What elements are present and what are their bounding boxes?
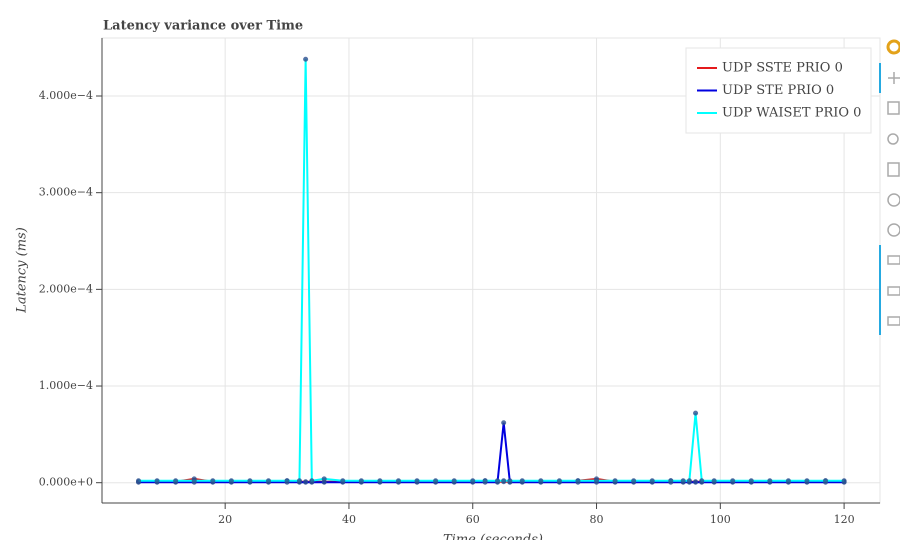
data-point bbox=[154, 478, 160, 484]
data-point bbox=[767, 478, 773, 484]
hover-tool[interactable] bbox=[887, 286, 900, 296]
data-point bbox=[693, 479, 699, 485]
x-tick-label: 80 bbox=[590, 513, 604, 526]
data-point bbox=[519, 478, 525, 484]
data-point bbox=[507, 478, 513, 484]
data-point bbox=[470, 478, 476, 484]
data-point bbox=[501, 420, 507, 426]
data-point bbox=[711, 478, 717, 484]
series-line bbox=[138, 59, 845, 482]
data-point bbox=[482, 478, 488, 484]
x-tick-label: 120 bbox=[834, 513, 855, 526]
chart-title: Latency variance over Time bbox=[103, 19, 303, 34]
data-point bbox=[395, 478, 401, 484]
data-point bbox=[556, 478, 562, 484]
pan-tool[interactable] bbox=[888, 72, 900, 84]
data-point bbox=[748, 478, 754, 484]
x-tick-label: 60 bbox=[466, 513, 480, 526]
data-point bbox=[841, 478, 847, 484]
data-point bbox=[303, 479, 309, 485]
wheel-zoom-tool[interactable] bbox=[887, 133, 899, 145]
data-point bbox=[699, 478, 705, 484]
y-tick-label: 4.000e−4 bbox=[39, 89, 93, 102]
data-point bbox=[265, 478, 271, 484]
box-zoom-tool[interactable] bbox=[887, 101, 900, 115]
toolbar bbox=[879, 39, 900, 335]
data-point bbox=[358, 478, 364, 484]
data-point bbox=[668, 478, 674, 484]
data-point bbox=[433, 478, 439, 484]
toolbar-active bbox=[879, 245, 881, 335]
data-point bbox=[191, 478, 197, 484]
data-point bbox=[414, 478, 420, 484]
data-point bbox=[631, 478, 637, 484]
reset-tool[interactable] bbox=[887, 193, 900, 207]
data-point bbox=[823, 478, 829, 484]
x-tick-label: 20 bbox=[218, 513, 232, 526]
data-point bbox=[321, 476, 327, 482]
data-point bbox=[309, 478, 315, 484]
data-point bbox=[680, 478, 686, 484]
y-tick-label: 0.000e+0 bbox=[39, 476, 93, 489]
toolbar-active bbox=[879, 63, 881, 93]
data-point bbox=[173, 478, 179, 484]
data-point bbox=[494, 478, 500, 484]
hover-tool[interactable] bbox=[887, 316, 900, 326]
data-point bbox=[247, 478, 253, 484]
data-point bbox=[693, 410, 699, 416]
data-point bbox=[612, 478, 618, 484]
y-axis-label: Latency (ms) bbox=[15, 227, 30, 314]
x-axis-label: Time (seconds) bbox=[443, 533, 543, 540]
legend-label: UDP SSTE PRIO 0 bbox=[722, 61, 843, 76]
data-point bbox=[785, 478, 791, 484]
y-tick-label: 3.000e−4 bbox=[39, 186, 93, 199]
data-point bbox=[228, 478, 234, 484]
data-point bbox=[538, 478, 544, 484]
data-point bbox=[296, 478, 302, 484]
y-tick-label: 2.000e−4 bbox=[39, 282, 93, 295]
help-tool[interactable] bbox=[887, 223, 900, 237]
save-tool[interactable] bbox=[887, 162, 900, 177]
data-point bbox=[377, 478, 383, 484]
data-point bbox=[340, 478, 346, 484]
data-point bbox=[501, 478, 507, 484]
data-point bbox=[730, 478, 736, 484]
hover-tool[interactable] bbox=[887, 255, 900, 265]
data-point bbox=[575, 478, 581, 484]
data-point bbox=[686, 478, 692, 484]
data-point bbox=[649, 478, 655, 484]
x-tick-label: 40 bbox=[342, 513, 356, 526]
data-point bbox=[136, 478, 142, 484]
data-point bbox=[451, 478, 457, 484]
data-point bbox=[804, 478, 810, 484]
data-point bbox=[303, 56, 309, 62]
series-line bbox=[138, 422, 845, 484]
data-point bbox=[594, 478, 600, 484]
x-tick-label: 100 bbox=[710, 513, 731, 526]
legend-label: UDP STE PRIO 0 bbox=[722, 83, 834, 98]
y-tick-label: 1.000e−4 bbox=[39, 379, 93, 392]
data-point bbox=[210, 478, 216, 484]
data-point bbox=[284, 478, 290, 484]
legend-label: UDP WAISET PRIO 0 bbox=[722, 106, 861, 121]
bokeh-logo[interactable] bbox=[886, 39, 900, 55]
